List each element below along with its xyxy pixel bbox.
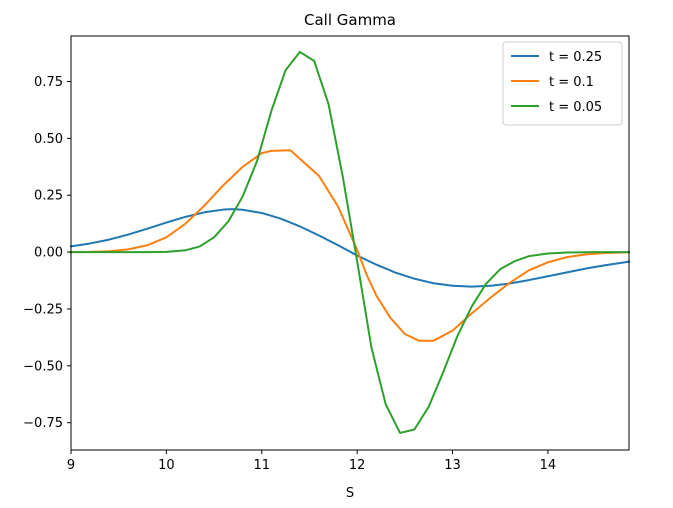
legend-label-3: t = 0.05 xyxy=(549,100,602,115)
y-tick-label: 0.25 xyxy=(34,189,63,204)
x-tick-label: 9 xyxy=(67,458,75,473)
series-line-2 xyxy=(69,149,631,342)
x-tick-label: 13 xyxy=(444,458,461,473)
x-tick-label: 10 xyxy=(158,458,175,473)
x-tick-label: 14 xyxy=(540,458,557,473)
legend: t = 0.25 t = 0.1 t = 0.05 xyxy=(502,41,623,126)
legend-box xyxy=(502,41,623,126)
plot-frame xyxy=(70,35,630,451)
legend-label-1: t = 0.25 xyxy=(549,50,602,65)
x-tick-label: 12 xyxy=(349,458,366,473)
legend-label-2: t = 0.1 xyxy=(549,75,594,90)
y-tick-label: 0.75 xyxy=(34,75,63,90)
y-tick-label: −0.75 xyxy=(23,416,63,431)
y-tick-label: 0.00 xyxy=(34,246,63,261)
series-line-3 xyxy=(70,50,630,434)
x-axis-label: S xyxy=(346,486,354,501)
y-tick-label: 0.50 xyxy=(34,132,63,147)
chart-title: Call Gamma xyxy=(304,11,396,29)
plot-area xyxy=(69,50,631,434)
series-line-1 xyxy=(69,208,631,288)
x-tick-label: 11 xyxy=(253,458,270,473)
axis-ticks: 9 10 11 12 13 14 0.75 0.50 0.25 0.00 −0.25 −0.50 −0.… xyxy=(23,75,556,473)
y-tick-label: −0.25 xyxy=(23,302,63,317)
y-tick-label: −0.50 xyxy=(23,359,63,374)
